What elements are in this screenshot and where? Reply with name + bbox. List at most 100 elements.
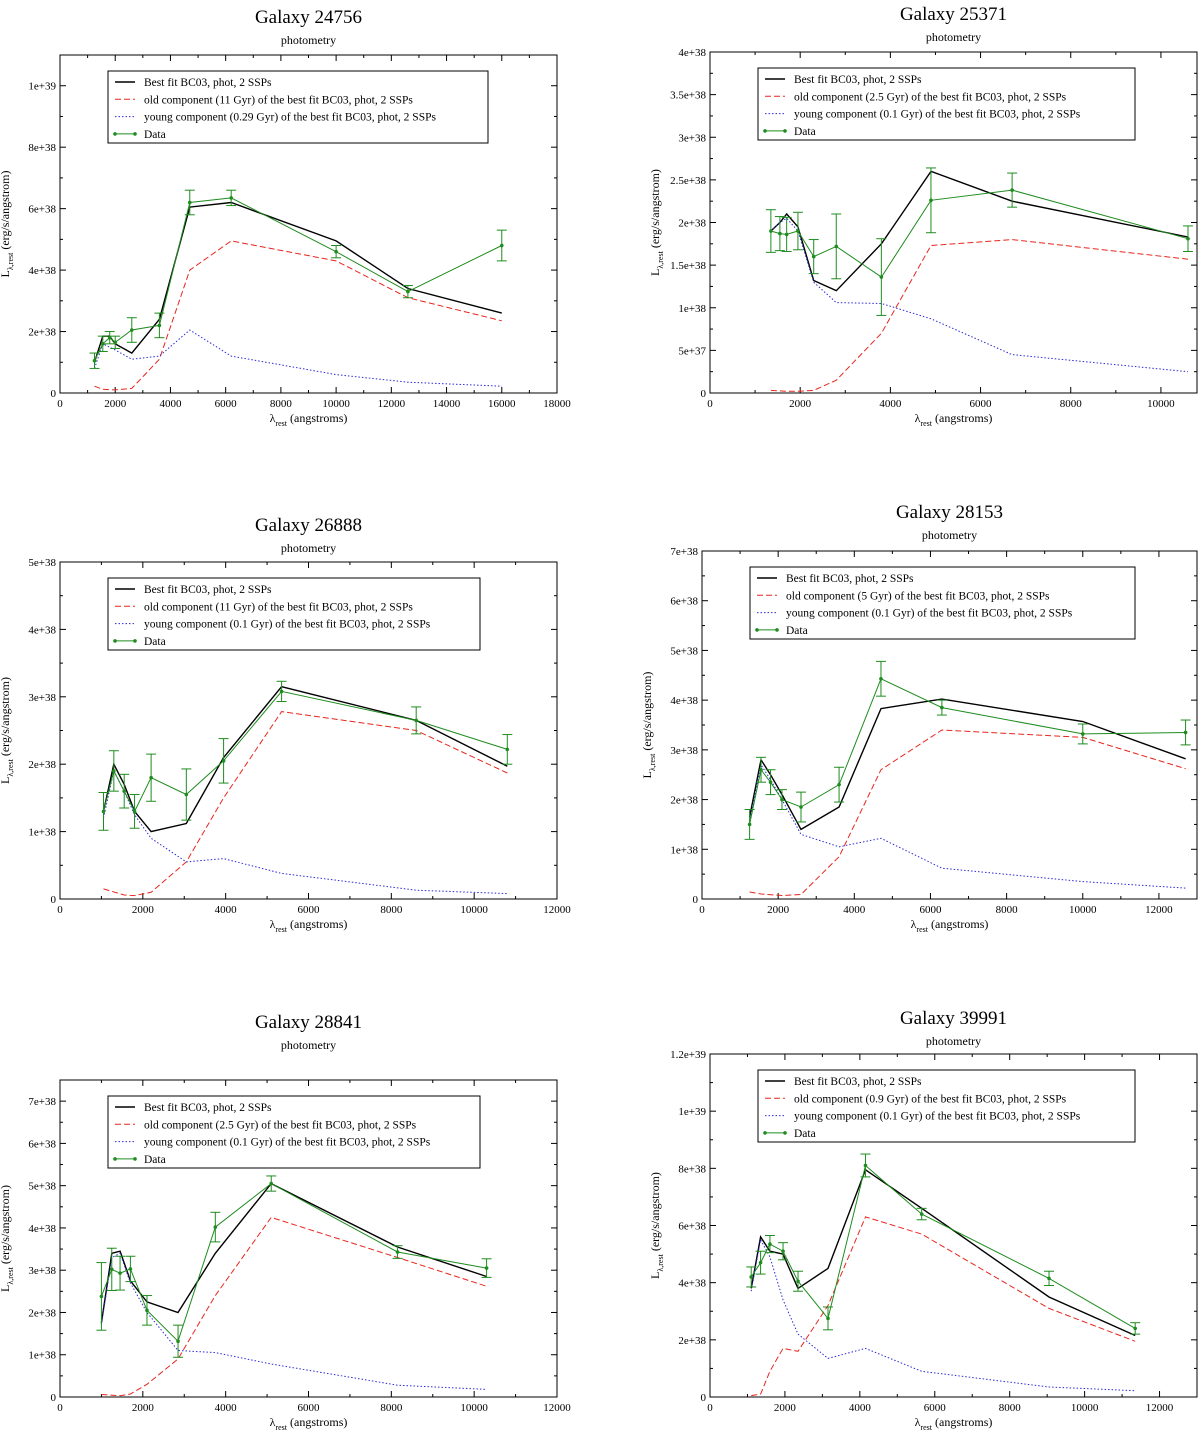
data-point — [176, 1339, 180, 1344]
legend-box — [757, 1069, 1136, 1143]
data-point — [100, 342, 105, 346]
chart-panel-3: Galaxy 26888 photometry 0 2000 4000 6000 8000 1… — [0, 515, 571, 934]
x-tick-label: 6000 — [298, 904, 321, 916]
chart-title: Galaxy 25371 — [900, 4, 1007, 25]
y-tick-label: 6e+38 — [678, 1221, 706, 1233]
y-tick-label: 0 — [51, 388, 57, 400]
y-axis-subscript: λ,rest — [648, 753, 657, 771]
x-tick-label: 18000 — [543, 398, 571, 410]
x-tick-label: 8000 — [1060, 398, 1083, 410]
data-point — [334, 249, 338, 254]
legend-label-data: Data — [786, 625, 808, 637]
y-tick-label: 2e+38 — [28, 1307, 56, 1319]
chart-subtitle: photometry — [926, 30, 981, 44]
series-line-young — [749, 763, 1186, 889]
legend-label-old: old component (5 Gyr) of the best fit BC… — [786, 590, 1050, 602]
chart-subtitle: photometry — [281, 1038, 336, 1052]
chart-title: Galaxy 28153 — [896, 502, 1003, 523]
data-point — [184, 792, 189, 797]
legend-marker — [783, 129, 787, 133]
data-point — [837, 782, 841, 787]
x-tick-label: 2000 — [789, 398, 812, 410]
y-tick-label: 6e+38 — [28, 204, 56, 216]
legend-label-young: young component (0.1 Gyr) of the best fi… — [144, 619, 431, 631]
y-tick-label: 8e+38 — [678, 1163, 706, 1175]
y-tick-label: 5e+38 — [28, 557, 56, 569]
data-point — [221, 759, 226, 763]
data-point — [749, 1275, 754, 1279]
x-tick-label: 4000 — [849, 1402, 872, 1414]
x-tick-label: 10000 — [322, 398, 350, 410]
x-tick-label: 2000 — [104, 398, 127, 410]
legend-marker — [763, 129, 767, 133]
y-tick-label: 1e+39 — [28, 81, 56, 93]
data-point — [863, 1163, 868, 1168]
data-point — [395, 1250, 400, 1254]
y-axis-symbol: L — [648, 1272, 662, 1279]
data-point — [778, 231, 782, 236]
legend-label-old: old component (2.5 Gyr) of the best fit … — [144, 1119, 417, 1131]
series-line-data — [94, 197, 503, 361]
series-line-old — [94, 240, 502, 391]
legend-label-data: Data — [144, 636, 166, 648]
chart-title: Galaxy 28841 — [255, 1012, 362, 1033]
x-axis-subscript: rest — [275, 925, 287, 934]
series-line-old — [103, 711, 508, 897]
data-point — [940, 705, 944, 710]
data-point — [118, 1271, 122, 1275]
y-tick-label: 1e+38 — [28, 827, 56, 839]
data-point — [187, 200, 192, 205]
x-axis-unit: (angstroms) — [287, 1415, 347, 1429]
y-tick-label: 4e+38 — [678, 47, 706, 59]
y-tick-label: 0 — [51, 894, 57, 906]
x-tick-label: 14000 — [433, 398, 461, 410]
legend-marker — [113, 1157, 117, 1161]
y-axis-unit: (erg/s/angstrom) — [648, 1172, 662, 1254]
y-tick-label: 4e+38 — [28, 1223, 56, 1235]
x-tick-label: 6000 — [298, 1402, 321, 1414]
legend-label-old: old component (2.5 Gyr) of the best fit … — [794, 91, 1067, 103]
data-point — [132, 809, 137, 814]
legend-label-best: Best fit BC03, phot, 2 SSPs — [144, 1102, 272, 1114]
chart-panel-5: Galaxy 28841 photometry 0 2000 4000 6000 8000 1… — [0, 1012, 571, 1432]
legend-marker — [113, 132, 117, 136]
data-point — [229, 196, 233, 200]
legend-label-best: Best fit BC03, phot, 2 SSPs — [144, 584, 272, 596]
chart-panel-6: Galaxy 39991 photometry 0 2000 4000 6000 8000 1… — [648, 1008, 1198, 1432]
data-point — [781, 1249, 785, 1254]
y-tick-label: 6e+38 — [28, 1138, 56, 1150]
y-tick-label: 1.2e+39 — [670, 1049, 706, 1061]
y-axis-subscript: λ,rest — [6, 252, 15, 270]
legend-label-best: Best fit BC03, phot, 2 SSPs — [794, 1076, 922, 1088]
data-point — [799, 805, 803, 809]
data-point — [769, 229, 773, 233]
y-axis-subscript: λ,rest — [656, 1253, 665, 1271]
data-point — [1080, 732, 1085, 736]
y-tick-label: 7e+38 — [670, 546, 698, 558]
data-point — [768, 780, 773, 784]
series-line-old — [101, 1216, 487, 1397]
data-point — [107, 335, 112, 340]
chart-subtitle: photometry — [281, 33, 336, 47]
y-tick-label: 3e+38 — [28, 1265, 56, 1277]
x-tick-label: 8000 — [380, 904, 403, 916]
series-line-data — [749, 678, 1186, 825]
x-tick-label: 0 — [707, 398, 713, 410]
x-tick-label: 10000 — [1147, 398, 1175, 410]
x-tick-label: 0 — [57, 1402, 63, 1414]
y-axis-unit: (erg/s/angstrom) — [0, 1185, 12, 1267]
legend-box — [749, 566, 1136, 640]
y-tick-label: 6e+38 — [670, 596, 698, 608]
legend-marker — [763, 1131, 767, 1135]
legend-box — [107, 1095, 481, 1169]
x-axis-unit: (angstroms) — [932, 411, 992, 425]
series-line-data — [770, 189, 1189, 278]
x-axis-unit: (angstroms) — [932, 1415, 992, 1429]
x-tick-label: 12000 — [1145, 904, 1173, 916]
legend-label-young: young component (0.1 Gyr) of the best fi… — [794, 109, 1081, 121]
y-tick-label: 7e+38 — [28, 1096, 56, 1108]
y-tick-label: 4e+38 — [670, 695, 698, 707]
data-point — [92, 358, 97, 363]
legend-label-young: young component (0.1 Gyr) of the best fi… — [786, 608, 1073, 620]
data-point — [879, 275, 884, 279]
